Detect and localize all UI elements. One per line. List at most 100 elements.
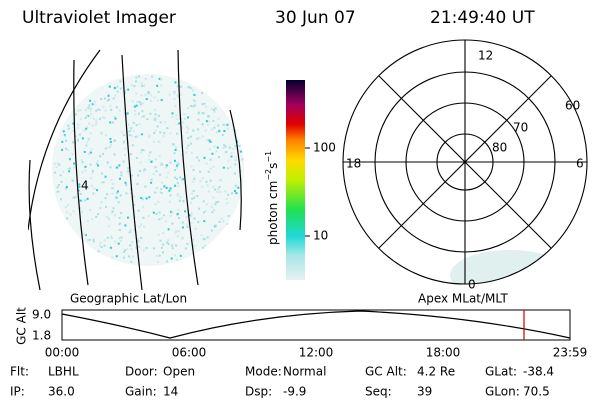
speckle bbox=[62, 170, 65, 173]
speckle bbox=[179, 93, 182, 96]
speckle bbox=[213, 110, 216, 113]
speckle bbox=[78, 185, 81, 188]
speckle bbox=[181, 178, 184, 181]
speckle bbox=[225, 151, 228, 154]
speckle bbox=[107, 94, 110, 97]
speckle bbox=[217, 200, 220, 203]
speckle bbox=[114, 94, 117, 97]
speckle bbox=[120, 174, 123, 177]
field-value: -38.4 bbox=[523, 365, 554, 379]
speckle bbox=[196, 195, 199, 198]
speckle bbox=[69, 213, 72, 216]
speckle bbox=[53, 162, 56, 165]
speckle bbox=[187, 136, 190, 139]
speckle bbox=[133, 85, 136, 88]
speckle bbox=[90, 148, 93, 151]
speckle bbox=[154, 129, 157, 132]
speckle bbox=[118, 229, 121, 232]
speckle bbox=[100, 181, 103, 184]
speckle bbox=[78, 133, 81, 136]
speckle bbox=[60, 180, 63, 183]
speckle bbox=[197, 221, 200, 224]
speckle bbox=[174, 105, 177, 108]
speckle bbox=[145, 98, 148, 101]
speckle bbox=[57, 184, 60, 187]
speckle bbox=[190, 142, 193, 145]
speckle bbox=[127, 123, 130, 126]
speckle bbox=[150, 178, 153, 181]
speckle bbox=[148, 134, 151, 137]
speckle bbox=[228, 146, 231, 149]
geo-caption: Geographic Lat/Lon bbox=[70, 292, 187, 306]
mlt-label: 6 bbox=[576, 157, 584, 171]
speckle bbox=[95, 109, 98, 112]
speckle bbox=[107, 146, 110, 149]
speckle bbox=[216, 190, 219, 193]
speckle bbox=[59, 174, 62, 177]
speckle bbox=[231, 192, 234, 195]
speckle bbox=[175, 230, 178, 233]
speckle bbox=[102, 152, 105, 155]
speckle bbox=[120, 171, 123, 174]
speckle bbox=[120, 211, 123, 214]
speckle bbox=[100, 201, 103, 204]
speckle bbox=[99, 155, 102, 158]
speckle bbox=[187, 86, 190, 89]
field-label: Flt: bbox=[10, 365, 29, 379]
speckle bbox=[173, 92, 176, 95]
speckle bbox=[154, 191, 157, 194]
speckle bbox=[173, 152, 176, 155]
speckle bbox=[111, 192, 114, 195]
speckle bbox=[116, 166, 119, 169]
speckle bbox=[131, 241, 134, 244]
speckle bbox=[139, 161, 142, 164]
speckle bbox=[89, 99, 92, 102]
speckle bbox=[159, 239, 162, 242]
speckle bbox=[204, 105, 207, 108]
speckle bbox=[105, 215, 108, 218]
speckle bbox=[79, 109, 82, 112]
speckle bbox=[96, 189, 99, 192]
speckle bbox=[87, 137, 90, 140]
speckle bbox=[85, 109, 88, 112]
speckle bbox=[86, 239, 89, 242]
speckle bbox=[87, 186, 90, 189]
speckle bbox=[111, 256, 114, 259]
speckle bbox=[100, 172, 103, 175]
speckle bbox=[215, 131, 218, 134]
speckle bbox=[66, 203, 69, 206]
speckle bbox=[103, 97, 106, 100]
speckle bbox=[122, 256, 125, 259]
speckle bbox=[133, 203, 136, 206]
speckle bbox=[90, 107, 93, 110]
speckle bbox=[200, 234, 203, 237]
speckle bbox=[142, 170, 145, 173]
speckle bbox=[177, 185, 180, 188]
colorbar-tick-label: 10 bbox=[313, 229, 328, 243]
speckle bbox=[69, 167, 72, 170]
speckle bbox=[110, 108, 113, 111]
speckle bbox=[224, 151, 227, 154]
speckle bbox=[202, 238, 205, 241]
speckle bbox=[196, 137, 199, 140]
speckle bbox=[192, 105, 195, 108]
grid-lines bbox=[28, 49, 242, 290]
speckle bbox=[199, 179, 202, 182]
speckle bbox=[149, 112, 152, 115]
speckle bbox=[106, 99, 109, 102]
speckle bbox=[109, 121, 112, 124]
speckle bbox=[189, 135, 192, 138]
speckle bbox=[177, 230, 180, 233]
speckle bbox=[64, 135, 67, 138]
speckle bbox=[139, 103, 142, 106]
speckle bbox=[86, 126, 89, 129]
alt-xtick: 00:00 bbox=[45, 346, 80, 360]
speckle bbox=[94, 123, 97, 126]
speckle bbox=[68, 158, 71, 161]
mlat-label: 70 bbox=[513, 121, 528, 135]
speckle bbox=[123, 90, 126, 93]
speckle bbox=[174, 148, 177, 151]
speckle bbox=[211, 211, 214, 214]
speckle bbox=[84, 116, 87, 119]
speckle bbox=[136, 183, 139, 186]
